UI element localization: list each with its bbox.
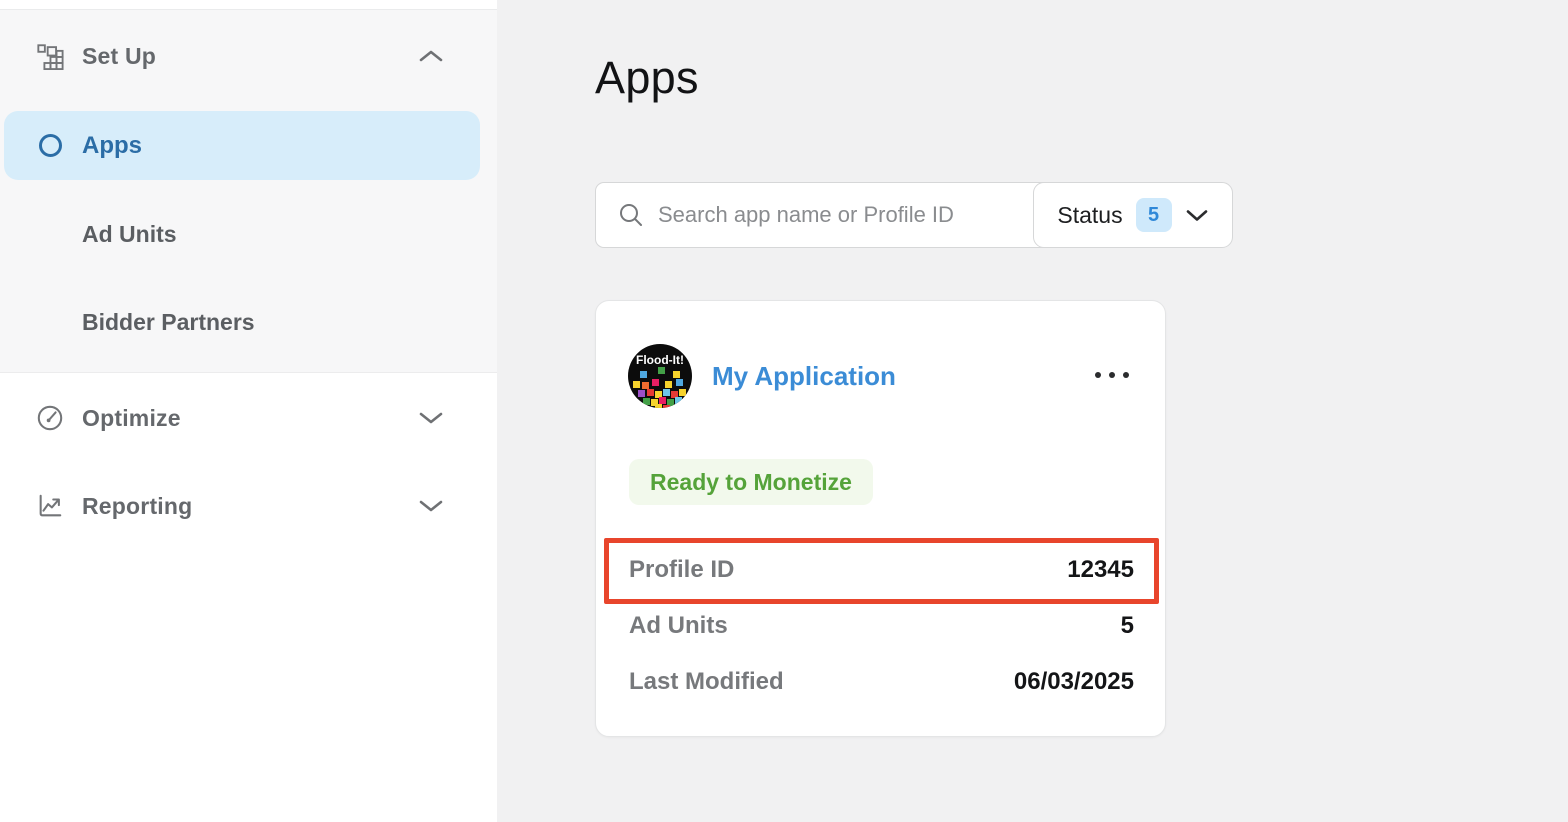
app-avatar: Flood-It!	[628, 344, 692, 408]
chevron-up-icon[interactable]	[418, 48, 444, 64]
detail-label: Profile ID	[629, 556, 735, 583]
detail-row-profile-id: Profile ID 12345	[629, 542, 1134, 598]
card-menu-icon[interactable]	[1095, 363, 1129, 387]
chevron-down-icon[interactable]	[418, 410, 444, 426]
app-details: Profile ID 12345 Ad Units 5 Last Modifie…	[629, 542, 1134, 710]
app-card: Flood-It! My Application Ready to Moneti…	[595, 300, 1166, 737]
sidebar-item-label: Reporting	[82, 492, 193, 519]
app-name-link[interactable]: My Application	[712, 361, 896, 391]
sidebar-item-label: Set Up	[82, 42, 157, 69]
sidebar-item-apps[interactable]: Apps	[4, 111, 480, 180]
sidebar-item-set-up[interactable]: Set Up	[0, 30, 497, 82]
sidebar-item-label: Ad Units	[82, 220, 177, 247]
detail-value: 5	[1120, 612, 1134, 639]
chevron-down-icon	[1185, 208, 1209, 223]
status-count-badge: 5	[1135, 198, 1172, 232]
main-content: Apps Status 5 Flood-It! My Application	[497, 0, 1568, 822]
sidebar-item-label: Bidder Partners	[82, 308, 255, 335]
app-search-box	[595, 182, 1113, 248]
line-chart-icon	[36, 492, 64, 520]
sidebar-item-ad-units[interactable]: Ad Units	[0, 208, 497, 260]
status-filter-button[interactable]: Status 5	[1033, 182, 1233, 248]
detail-row-last-modified: Last Modified 06/03/2025	[629, 654, 1134, 710]
page-title: Apps	[595, 52, 699, 103]
detail-label: Ad Units	[629, 612, 728, 639]
detail-value: 12345	[1067, 556, 1134, 583]
circle-icon	[39, 134, 62, 157]
avatar-text: Flood-It!	[636, 353, 684, 367]
blocks-icon	[36, 42, 64, 70]
setup-section-panel	[0, 9, 497, 373]
search-icon	[618, 202, 644, 228]
detail-value: 06/03/2025	[1013, 668, 1134, 695]
detail-row-ad-units: Ad Units 5	[629, 598, 1134, 654]
status-filter-label: Status	[1057, 201, 1123, 228]
chevron-down-icon[interactable]	[418, 498, 444, 514]
sidebar: Set Up Apps Ad Units Bidder Partners Opt…	[0, 0, 497, 822]
detail-label: Last Modified	[629, 668, 784, 695]
status-badge: Ready to Monetize	[629, 459, 873, 505]
sidebar-item-optimize[interactable]: Optimize	[0, 392, 497, 444]
sidebar-item-bidder-partners[interactable]: Bidder Partners	[0, 296, 497, 348]
sidebar-item-reporting[interactable]: Reporting	[0, 480, 497, 532]
sidebar-item-label: Optimize	[82, 404, 181, 431]
gauge-icon	[36, 404, 64, 432]
sidebar-item-label: Apps	[82, 131, 142, 159]
search-input[interactable]	[658, 202, 1088, 228]
